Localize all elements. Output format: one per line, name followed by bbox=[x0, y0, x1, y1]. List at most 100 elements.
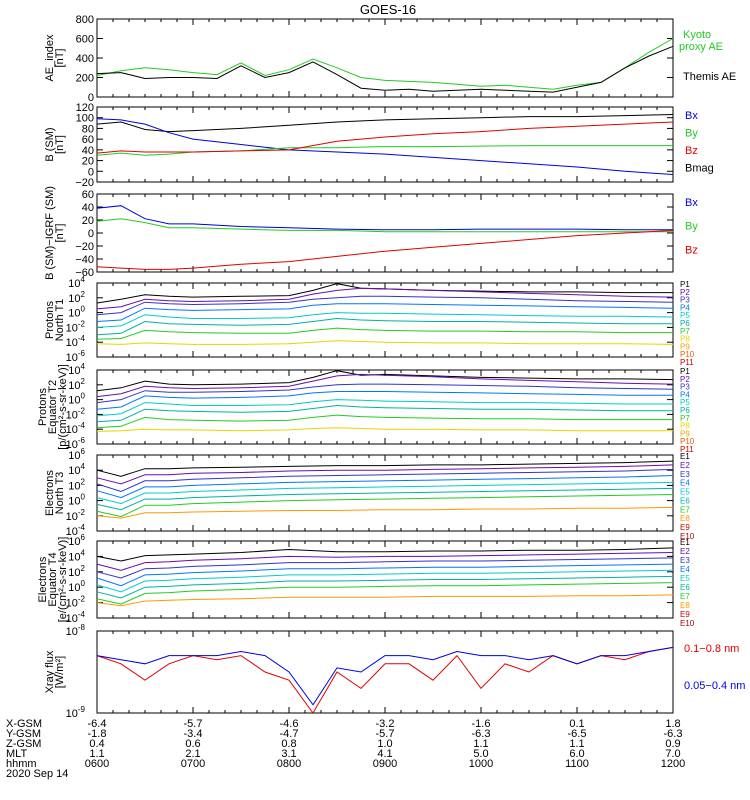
y-tick-label: 10-4 bbox=[66, 421, 86, 436]
series-p6 bbox=[96, 317, 673, 336]
footer-value: 1.8 bbox=[665, 718, 680, 730]
y-tick-label: 0 bbox=[88, 166, 94, 178]
series-p3 bbox=[96, 295, 674, 316]
y-tick-label: 10-4 bbox=[66, 334, 86, 349]
y-axis-label: Equator T2 bbox=[47, 380, 59, 434]
footer-value: 0.9 bbox=[665, 738, 680, 750]
footer-value: 1.1 bbox=[89, 748, 104, 760]
legend-entry: E9 bbox=[680, 523, 690, 532]
series-themis-ae bbox=[96, 45, 674, 93]
y-tick-label: 102 bbox=[68, 377, 85, 392]
y-tick-label: 60 bbox=[82, 189, 94, 201]
legend-entry: P1 bbox=[680, 367, 690, 376]
y-tick-label: 106 bbox=[68, 533, 85, 548]
legend-entry: E8 bbox=[680, 514, 690, 523]
series-e8 bbox=[96, 506, 674, 519]
y-tick-label: 20 bbox=[82, 156, 94, 168]
legend-entry: P3 bbox=[680, 383, 690, 392]
legend-entry: E8 bbox=[680, 601, 690, 610]
y-tick-label: 10-6 bbox=[66, 349, 86, 364]
footer-value: 1.0 bbox=[377, 738, 392, 750]
footer-row-label: Y-GSM bbox=[6, 728, 41, 740]
legend-entry: P8 bbox=[680, 422, 690, 431]
footer-value: 7.0 bbox=[665, 748, 680, 760]
legend-entry: Bx bbox=[685, 110, 698, 122]
series-p4 bbox=[96, 303, 674, 322]
footer-value: 6.0 bbox=[569, 748, 584, 760]
legend-entry: E9 bbox=[680, 610, 690, 619]
y-tick-label: 104 bbox=[68, 462, 85, 477]
series-by bbox=[96, 218, 673, 233]
y-axis-label: Protons bbox=[37, 388, 49, 426]
legend-entry: proxy AE bbox=[679, 41, 723, 53]
y-axis-label: [nT] bbox=[54, 135, 66, 154]
legend-entry: P4 bbox=[680, 390, 690, 399]
series-e1 bbox=[96, 460, 674, 477]
legend-entry: P2 bbox=[680, 288, 690, 297]
series-e1 bbox=[96, 547, 674, 562]
y-tick-label: 104 bbox=[68, 362, 85, 377]
series-p3 bbox=[96, 383, 674, 404]
series-e2 bbox=[96, 552, 674, 571]
series-p2 bbox=[96, 373, 674, 398]
legend-entry: P7 bbox=[680, 414, 690, 423]
legend-entry: E3 bbox=[680, 470, 690, 479]
y-tick-label: 10-2 bbox=[66, 319, 86, 334]
footer-value: -6.4 bbox=[88, 718, 107, 730]
footer-value: -6.3 bbox=[472, 728, 491, 740]
y-tick-label: 10-8 bbox=[66, 623, 86, 638]
y-tick-label: 120 bbox=[76, 102, 94, 114]
series-by bbox=[96, 145, 673, 156]
y-tick-label: 102 bbox=[68, 564, 85, 579]
y-axis-label: B (SM)−IGRF (SM) bbox=[44, 186, 56, 280]
y-tick-label: 600 bbox=[76, 34, 94, 46]
legend-entry: E4 bbox=[680, 479, 690, 488]
y-tick-label: 100 bbox=[68, 493, 85, 508]
panel-frame bbox=[96, 106, 674, 183]
footer-value: -4.6 bbox=[280, 718, 299, 730]
legend-entry: P9 bbox=[680, 429, 690, 438]
y-tick-label: 100 bbox=[68, 305, 85, 320]
y-tick-label: −20 bbox=[75, 241, 94, 253]
footer-value: -6.5 bbox=[568, 728, 587, 740]
footer-row-label: hhmm bbox=[6, 758, 37, 770]
y-tick-label: 80 bbox=[82, 123, 94, 135]
footer-value: 0600 bbox=[85, 758, 109, 770]
series-p7 bbox=[96, 327, 673, 340]
series-e6 bbox=[96, 487, 674, 511]
y-axis-label: North T3 bbox=[54, 472, 66, 515]
y-tick-label: 200 bbox=[76, 73, 94, 85]
footer-value: 0900 bbox=[373, 758, 397, 770]
y-axis-label: Protons bbox=[44, 301, 56, 339]
series-bx bbox=[96, 118, 674, 175]
footer-value: -1.6 bbox=[472, 718, 491, 730]
legend-entry: P5 bbox=[680, 311, 690, 320]
legend-entry: E1 bbox=[680, 452, 690, 461]
legend-entry: P1 bbox=[680, 280, 690, 289]
y-tick-label: 20 bbox=[82, 215, 94, 227]
series-p2 bbox=[96, 287, 674, 310]
footer-value: 1.1 bbox=[569, 738, 584, 750]
y-tick-label: 100 bbox=[76, 113, 94, 125]
y-tick-label: 10-2 bbox=[66, 595, 86, 610]
y-tick-label: 100 bbox=[68, 579, 85, 594]
panel-frame bbox=[96, 282, 674, 358]
series-e5 bbox=[96, 569, 674, 593]
footer-value: 1.1 bbox=[473, 738, 488, 750]
y-tick-label: −20 bbox=[75, 177, 94, 189]
series-p4 bbox=[96, 391, 673, 410]
y-tick-label: 104 bbox=[68, 275, 85, 290]
legend-entry: P3 bbox=[680, 296, 690, 305]
legend-entry: E7 bbox=[680, 592, 690, 601]
series-e3 bbox=[96, 557, 674, 579]
series-p8 bbox=[96, 427, 673, 432]
series-bz bbox=[96, 229, 674, 270]
footer-value: -1.8 bbox=[88, 728, 107, 740]
legend-entry: E6 bbox=[680, 583, 690, 592]
y-axis-label: Equator T4 bbox=[47, 552, 59, 606]
footer-row-label: MLT bbox=[6, 748, 27, 760]
